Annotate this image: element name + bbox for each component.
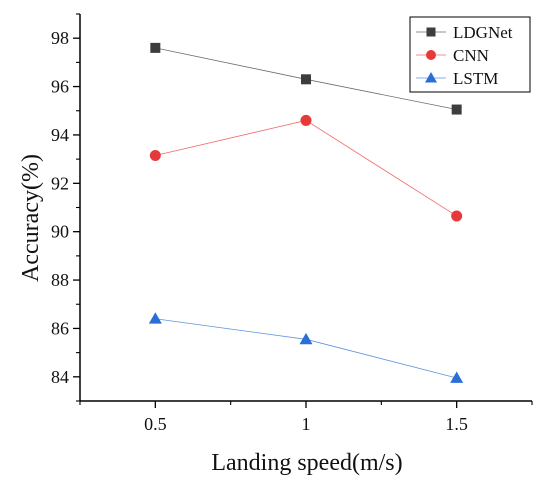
x-tick-label: 1.5 [445,414,468,434]
series-line [155,119,457,217]
y-tick-label: 90 [51,222,69,242]
legend-marker [426,50,436,60]
x-tick-label: 0.5 [144,414,167,434]
legend-item: LSTM [416,69,498,88]
data-point [451,104,462,115]
legend-label: LDGNet [453,23,513,42]
series-lstm [148,312,464,383]
series-ldgnet [150,42,462,115]
data-point [149,149,161,161]
legend-item: LDGNet [416,23,513,42]
series-layer [148,42,464,383]
data-point [451,210,463,222]
legend-item: CNN [416,46,489,65]
data-point [450,371,464,383]
y-tick-label: 86 [51,318,69,338]
y-axis: 84 86 88 90 92 94 96 98 [51,13,81,402]
series-cnn [149,114,463,222]
y-tick-label: 92 [51,173,69,193]
x-axis-title: Landing speed(m/s) [211,450,402,476]
data-point [150,42,161,53]
y-axis-title: Accuracy(%) [18,154,44,282]
series-line [155,318,457,379]
y-tick-label: 88 [51,270,69,290]
y-tick-label: 94 [51,125,69,145]
data-point [299,332,313,345]
y-tick-label: 96 [51,77,69,97]
data-point [301,74,311,85]
x-axis: 0.5 1 1.5 [79,400,533,434]
legend-marker [426,27,436,37]
data-point [300,114,312,126]
legend-marker [425,72,437,83]
legend-label: CNN [453,46,489,65]
x-tick-label: 1 [302,414,311,434]
legend: LDGNet CNN LSTM [409,16,531,93]
y-tick-label: 98 [51,28,69,48]
data-point [148,312,162,324]
y-tick-label: 84 [51,367,69,387]
legend-label: LSTM [453,69,498,88]
